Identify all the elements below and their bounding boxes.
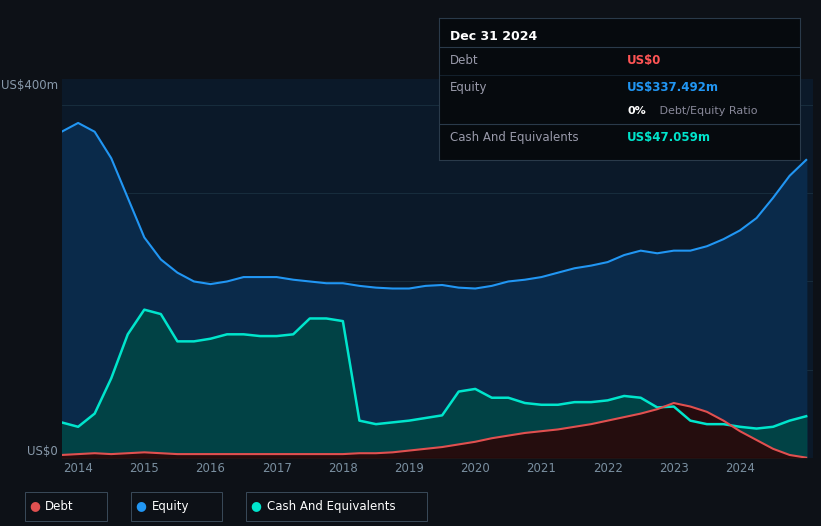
Text: Cash And Equivalents: Cash And Equivalents (267, 500, 396, 512)
Text: Equity: Equity (152, 500, 190, 512)
Text: Cash And Equivalents: Cash And Equivalents (450, 130, 579, 144)
Text: US$337.492m: US$337.492m (627, 81, 719, 94)
Text: US$0: US$0 (27, 444, 57, 458)
Text: ●: ● (250, 500, 262, 512)
Text: US$400m: US$400m (1, 79, 57, 92)
Text: US$47.059m: US$47.059m (627, 130, 711, 144)
Text: ●: ● (29, 500, 40, 512)
Text: Equity: Equity (450, 81, 488, 94)
Text: Debt: Debt (450, 54, 479, 67)
Text: ●: ● (135, 500, 147, 512)
Text: US$0: US$0 (627, 54, 662, 67)
Text: Debt/Equity Ratio: Debt/Equity Ratio (656, 106, 758, 116)
Text: Debt: Debt (45, 500, 74, 512)
Text: 0%: 0% (627, 106, 646, 116)
Text: Dec 31 2024: Dec 31 2024 (450, 30, 537, 43)
